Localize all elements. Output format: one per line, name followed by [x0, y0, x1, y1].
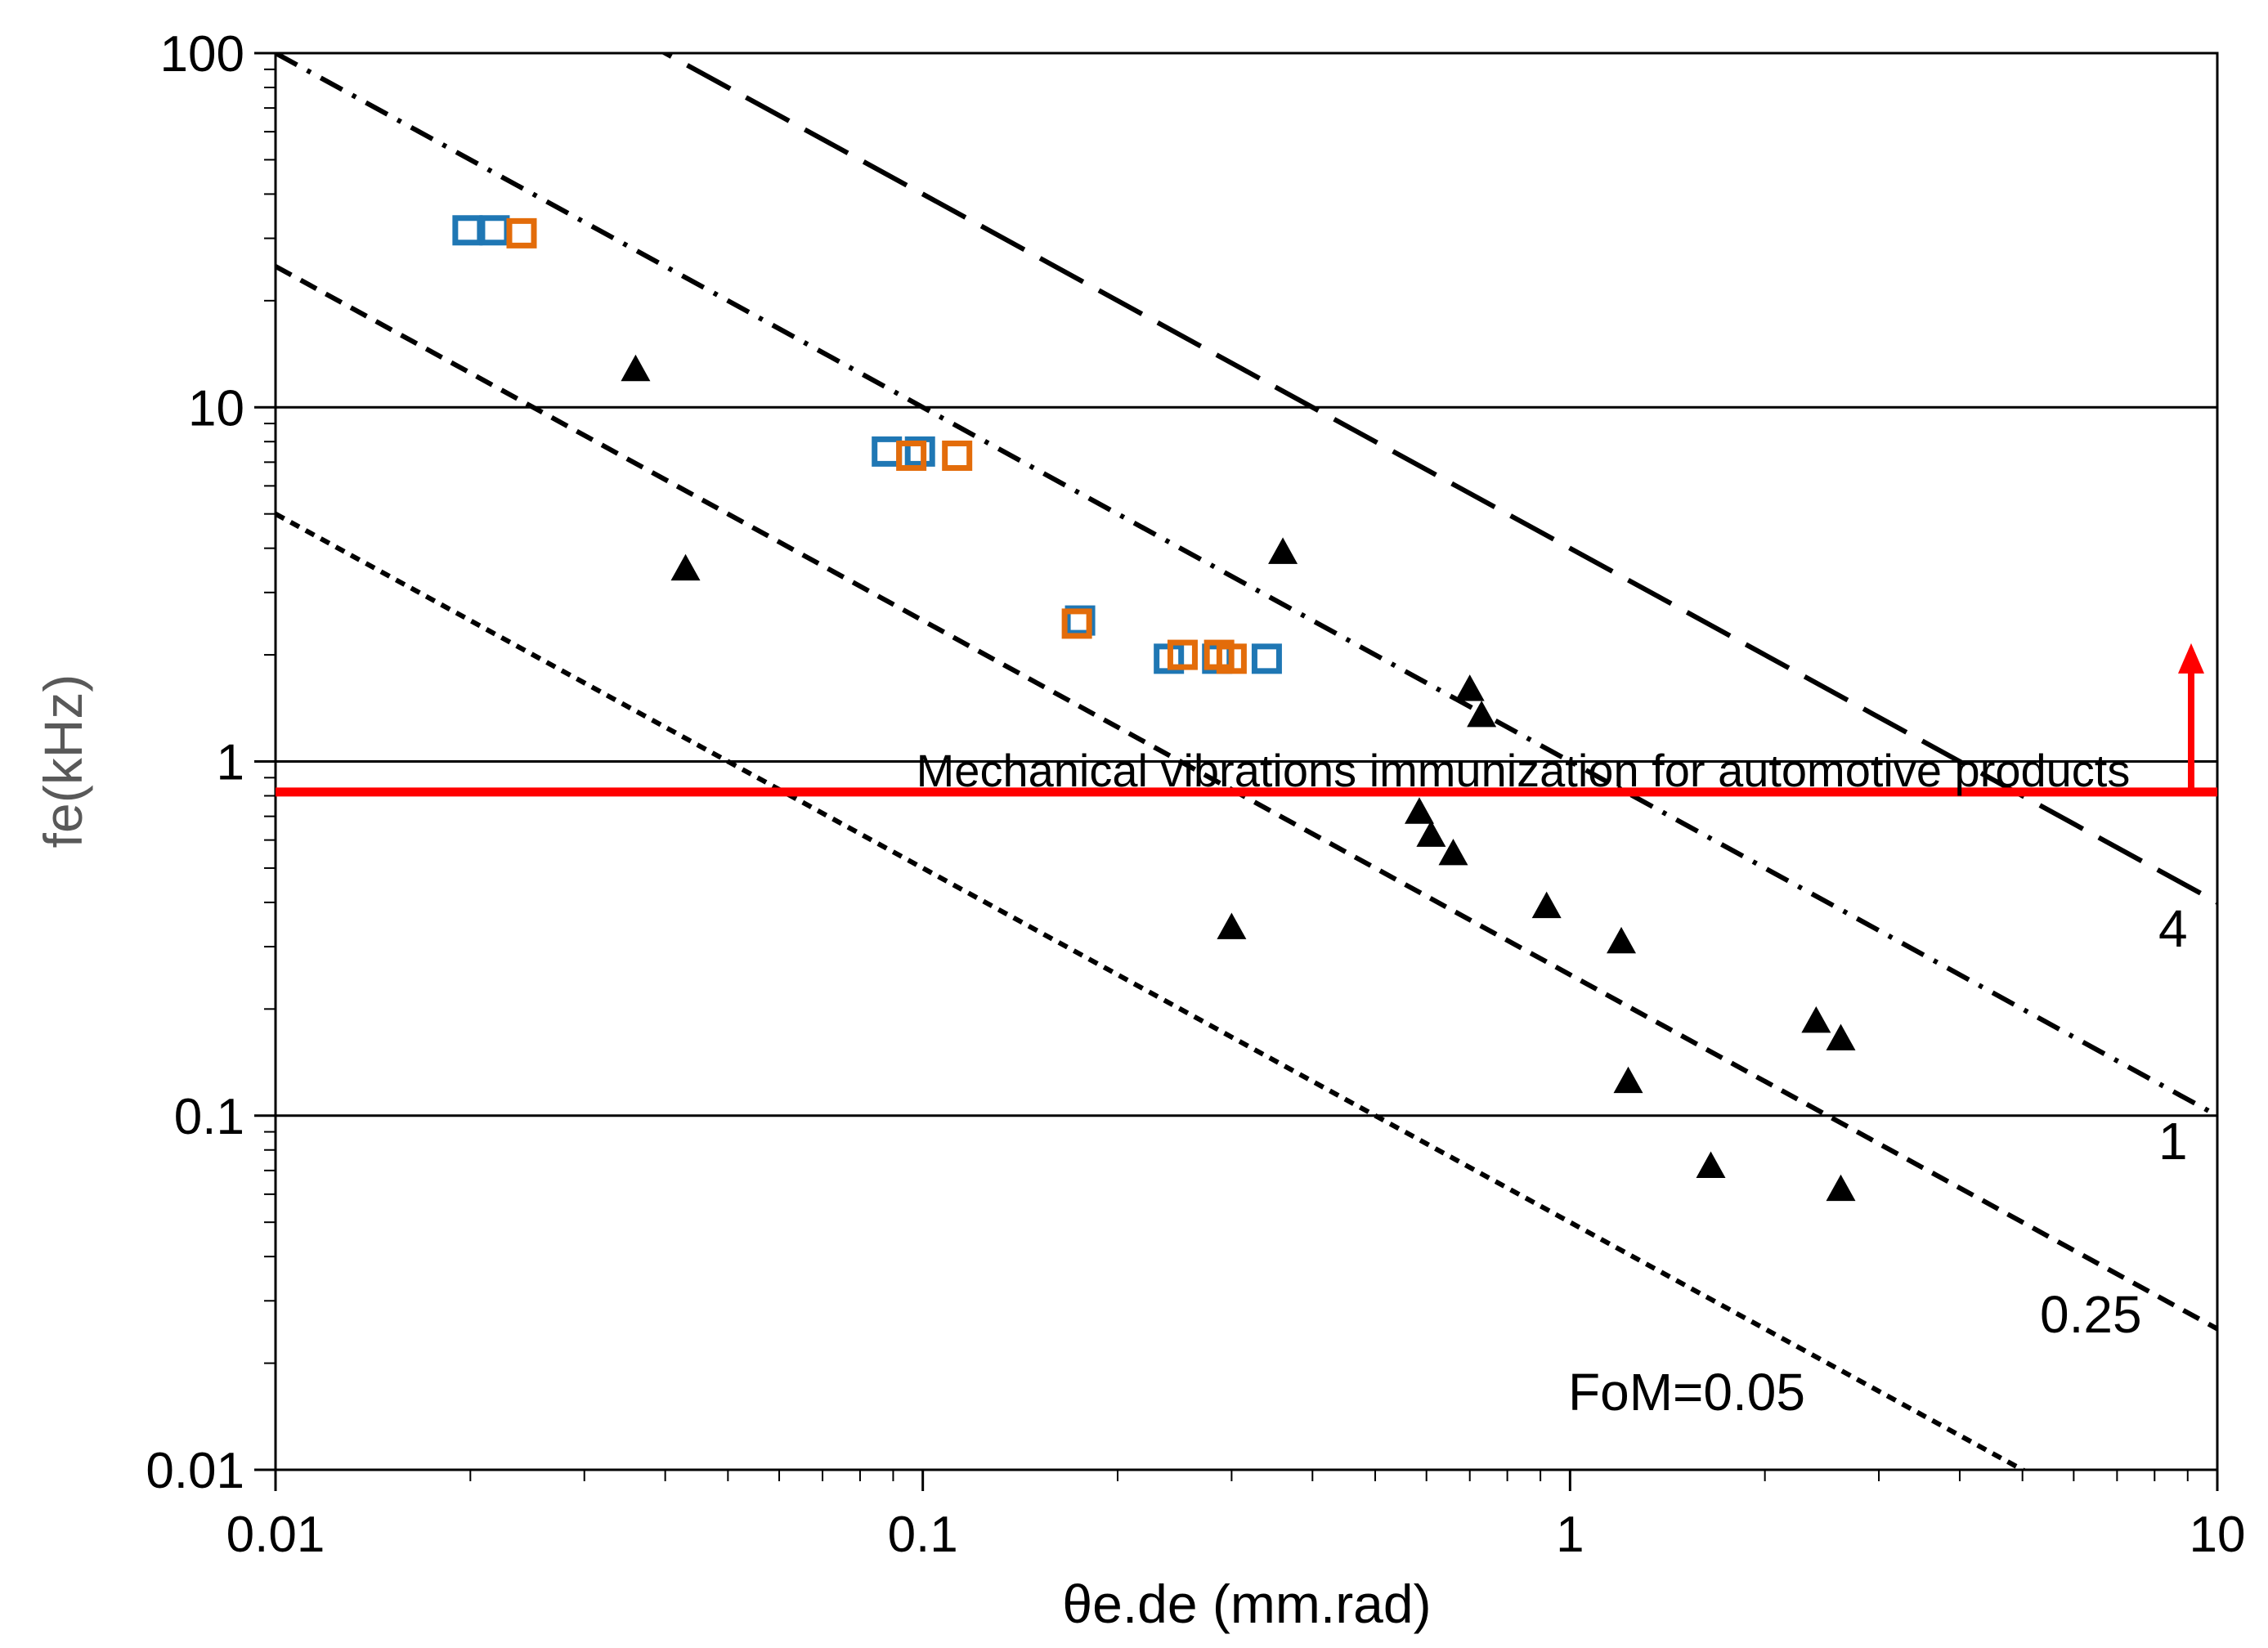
data-point-triangle [1696, 1151, 1726, 1178]
data-point-triangle [1801, 1005, 1831, 1033]
data-point-triangle [1268, 537, 1298, 564]
threshold-arrow-head [2178, 643, 2204, 674]
x-tick-label: 10 [2190, 1507, 2246, 1563]
y-axis-title: fe(kHz) [33, 674, 93, 849]
data-point-square [896, 440, 927, 471]
fom-line [276, 53, 2217, 1118]
data-point-square [1061, 608, 1092, 639]
fom-line [660, 53, 2217, 905]
data-point-square [506, 217, 537, 249]
x-tick-label: 0.01 [226, 1507, 325, 1563]
fom-label: 1 [2158, 1112, 2188, 1171]
x-tick-label: 0.1 [888, 1507, 958, 1563]
data-point-triangle [1613, 1066, 1643, 1094]
data-point-triangle [670, 553, 701, 581]
data-point-triangle [621, 354, 651, 382]
y-tick-label: 1 [217, 735, 244, 791]
tick-labels: 0.01 0.1 1 10 0.01 0.1 1 10 100 [146, 26, 2245, 1563]
fom-label: 4 [2158, 899, 2188, 958]
x-tick-label: 1 [1556, 1507, 1584, 1563]
data-point-square [942, 440, 973, 471]
data-point-triangle [1217, 912, 1247, 939]
data-point-triangle [1454, 674, 1485, 701]
data-markers [452, 215, 1856, 1202]
fom-lines [276, 53, 2217, 1470]
data-point-triangle [1607, 926, 1637, 954]
y-tick-label: 10 [188, 380, 244, 437]
data-point-triangle [1438, 838, 1468, 866]
fom-label: FoM=0.05 [1568, 1363, 1805, 1422]
fom-line [276, 512, 2028, 1470]
data-point-triangle [1826, 1023, 1856, 1050]
y-tick-label: 0.01 [146, 1443, 244, 1499]
threshold-caption: Mechanical vibrations immunization for a… [917, 745, 2131, 796]
x-axis-title: θe.de (mm.rad) [1062, 1574, 1431, 1634]
grid-lines [276, 405, 2217, 1117]
y-tick-label: 100 [160, 26, 244, 83]
axis-ticks [254, 52, 2219, 1491]
data-point-triangle [1467, 701, 1497, 728]
fom-label: 0.25 [2040, 1285, 2142, 1344]
fom-labels: 4 1 0.25 FoM=0.05 [1568, 899, 2188, 1422]
data-point-triangle [1404, 797, 1434, 824]
y-tick-label: 0.1 [174, 1089, 244, 1145]
threshold-group: Mechanical vibrations immunization for a… [276, 643, 2217, 797]
data-point-triangle [1416, 820, 1446, 847]
data-point-triangle [1826, 1174, 1856, 1202]
data-point-square [1216, 643, 1247, 674]
data-point-square [1065, 605, 1096, 636]
fom-line [276, 264, 2217, 1332]
data-point-square [904, 436, 935, 467]
data-point-square [1251, 643, 1282, 674]
data-point-square [1167, 639, 1198, 670]
data-point-triangle [1531, 891, 1562, 919]
